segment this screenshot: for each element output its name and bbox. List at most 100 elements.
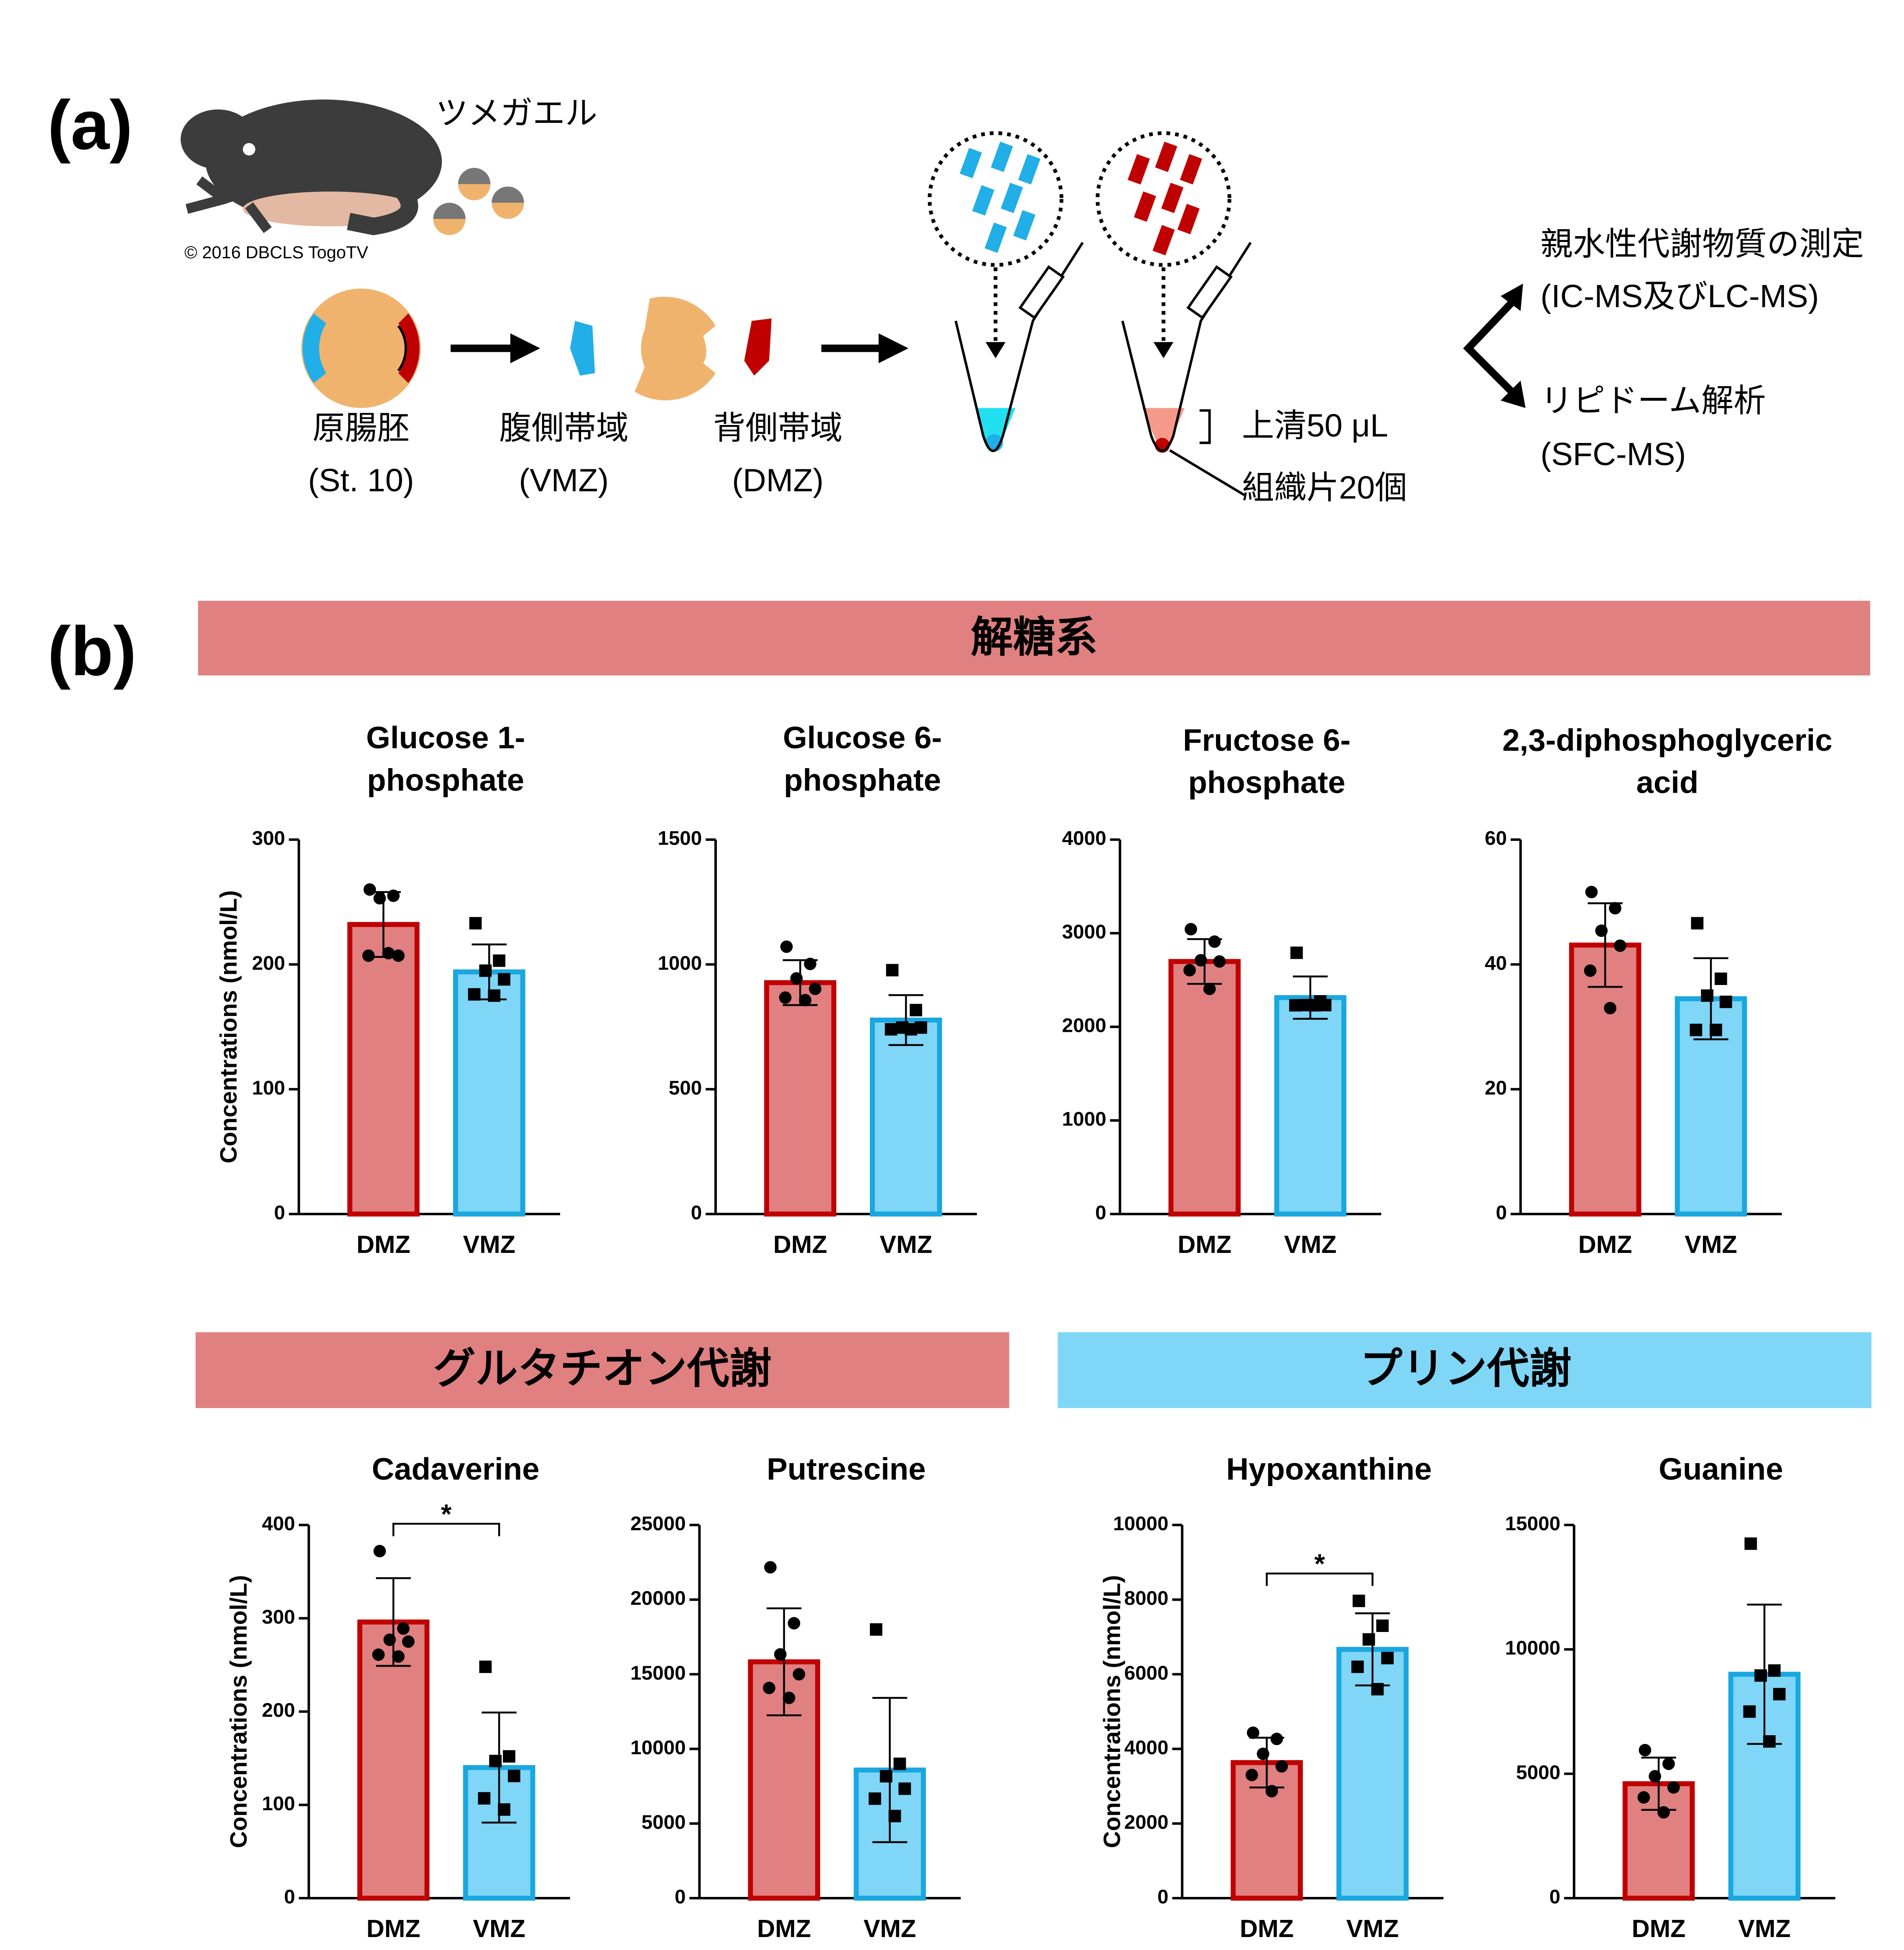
x-tick-label: DMZ (757, 1914, 811, 1942)
embryo (301, 288, 421, 408)
data-point (1710, 1023, 1722, 1036)
y-tick-label: 3000 (1062, 921, 1106, 943)
data-point (1743, 1705, 1756, 1718)
data-point (1371, 1683, 1384, 1695)
data-point (1595, 924, 1608, 937)
x-tick-label: VMZ (1346, 1914, 1399, 1942)
data-point (879, 1770, 892, 1783)
y-tick-label: 40 (1485, 952, 1507, 974)
data-point (1715, 972, 1727, 985)
y-tick-label: 200 (252, 952, 285, 974)
chart-title: Glucose 6- (783, 720, 942, 755)
x-tick-label: DMZ (1178, 1230, 1231, 1258)
section-title: グルタチオン代謝 (433, 1345, 772, 1392)
y-tick-label: 300 (262, 1606, 295, 1628)
x-tick-label: VMZ (473, 1914, 525, 1942)
error-bar (1293, 975, 1328, 1020)
data-point (1754, 1669, 1767, 1682)
data-point (392, 1650, 405, 1663)
chart-title: phosphate (367, 763, 524, 797)
y-tick-label: 200 (262, 1699, 295, 1721)
step-name: 背側帯域 (713, 410, 842, 446)
bar (870, 1017, 942, 1217)
tissue-label: 組織片20個 (1242, 470, 1407, 506)
embryo-cut (635, 296, 716, 400)
panel-label: (a) (48, 87, 133, 164)
data-point (1265, 1785, 1278, 1797)
y-tick-label: 0 (274, 1202, 285, 1224)
data-point (383, 1633, 396, 1646)
data-point (1275, 1760, 1288, 1773)
data-point (1584, 964, 1597, 977)
data-point (382, 947, 395, 960)
data-point (1609, 902, 1621, 915)
significance-label: * (1314, 1549, 1325, 1579)
data-point (1604, 1002, 1616, 1015)
y-tick-label: 1000 (658, 952, 702, 974)
chart-title: phosphate (784, 763, 941, 797)
y-tick-label: 10000 (630, 1736, 686, 1759)
data-point (804, 957, 817, 970)
frog (181, 99, 442, 235)
step-name: 原腸胚 (313, 410, 410, 446)
data-point (1662, 1757, 1675, 1770)
data-point (809, 983, 821, 995)
x-tick-label: VMZ (463, 1230, 515, 1258)
data-point (373, 1545, 386, 1558)
chart-title: Glucose 1- (366, 720, 525, 755)
y-tick-label: 0 (1549, 1886, 1560, 1908)
data-point (1763, 1735, 1776, 1748)
data-point (478, 1792, 491, 1805)
y-tick-label: 20 (1485, 1077, 1507, 1099)
data-point (1657, 1806, 1670, 1819)
data-point (498, 973, 510, 986)
data-point (884, 1023, 897, 1036)
data-point (1639, 1744, 1652, 1757)
chart-title: Guanine (1659, 1452, 1783, 1487)
y-tick-label: 20000 (630, 1587, 686, 1609)
x-tick-label: DMZ (1578, 1230, 1632, 1258)
chart-title: Putrescine (767, 1452, 925, 1487)
data-point (1585, 886, 1598, 899)
data-point (1701, 989, 1714, 1002)
data-point (790, 972, 803, 985)
bar (1569, 942, 1641, 1217)
data-point (764, 1561, 777, 1574)
data-point (1290, 946, 1303, 959)
y-tick-label: 1000 (1062, 1108, 1106, 1130)
bar (347, 922, 420, 1217)
significance-bracket (392, 1522, 500, 1536)
data-point (1649, 1770, 1662, 1783)
x-tick-label: DMZ (1632, 1914, 1686, 1942)
y-tick-label: 6000 (1124, 1662, 1168, 1684)
data-point (1245, 1769, 1258, 1782)
section-header (198, 601, 1871, 676)
data-point (1667, 1781, 1680, 1794)
data-point (362, 949, 375, 962)
data-point (1246, 1726, 1259, 1739)
x-tick-label: VMZ (864, 1914, 916, 1942)
data-point (1773, 1688, 1786, 1701)
data-point (469, 917, 482, 930)
data-point (780, 940, 793, 953)
data-point (479, 964, 492, 977)
chart-title: phosphate (1188, 765, 1345, 800)
y-tick-label: 0 (675, 1886, 686, 1908)
vmz-fragment (570, 321, 595, 376)
credit: © 2016 DBCLS TogoTV (184, 242, 368, 262)
data-point (1691, 917, 1704, 930)
data-point (905, 1023, 918, 1036)
data-point (1185, 923, 1197, 936)
y-tick-label: 0 (1095, 1202, 1106, 1224)
bar (453, 969, 525, 1217)
y-tick-label: 0 (691, 1202, 702, 1224)
data-point (468, 988, 481, 1001)
data-point (893, 1757, 906, 1770)
supernatant-label: 上清50 μL (1242, 407, 1388, 443)
y-axis-label: Concentrations (nmol/L) (225, 1575, 252, 1848)
data-point (1257, 1747, 1269, 1760)
data-point (1613, 939, 1626, 952)
y-tick-label: 0 (284, 1886, 295, 1908)
chart-title: Fructose 6- (1183, 723, 1351, 758)
